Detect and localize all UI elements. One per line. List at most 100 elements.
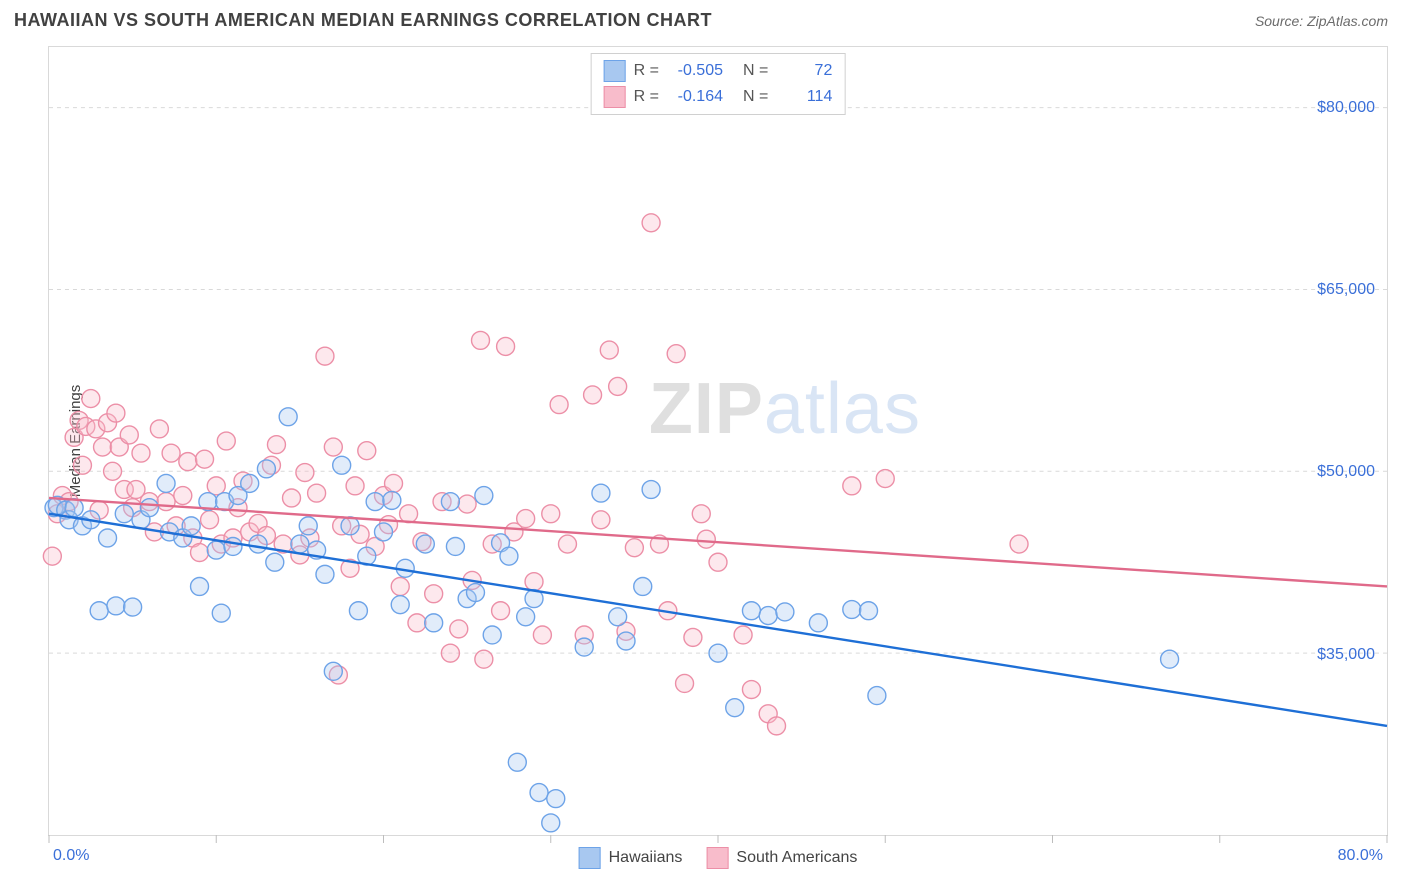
data-point [483,626,501,644]
data-point [249,535,267,553]
data-point [472,331,490,349]
data-point [207,477,225,495]
data-point [212,604,230,622]
data-point [458,495,476,513]
source-attribution: Source: ZipAtlas.com [1255,13,1388,29]
data-point [107,597,125,615]
data-point [408,614,426,632]
data-point [742,681,760,699]
legend-R-label: R = [634,88,659,106]
data-point [266,553,284,571]
data-point [65,499,83,517]
data-point [684,628,702,646]
legend-item-hawaiians: Hawaiians [579,847,683,869]
data-point [876,470,894,488]
x-axis-max-label: 80.0% [1338,847,1383,865]
data-point [742,602,760,620]
data-point [525,573,543,591]
plot-svg [49,47,1387,835]
data-point [182,517,200,535]
data-point [82,390,100,408]
data-point [162,444,180,462]
data-point [120,426,138,444]
legend-stats-row-south-americans: R = -0.164 N = 114 [604,84,833,110]
y-tick-label: $35,000 [1317,646,1375,664]
legend-N-value-south-americans: 114 [776,88,832,106]
legend-N-label: N = [743,88,768,106]
data-point [425,614,443,632]
legend-N-value-hawaiians: 72 [776,62,832,80]
data-point [124,598,142,616]
data-point [492,602,510,620]
data-point [500,547,518,565]
data-point [1010,535,1028,553]
data-point [279,408,297,426]
data-point [697,530,715,548]
data-point [860,602,878,620]
data-point [316,347,334,365]
data-point [709,644,727,662]
y-tick-label: $50,000 [1317,463,1375,481]
data-point [115,505,133,523]
data-point [584,386,602,404]
source-name: ZipAtlas.com [1307,13,1388,29]
data-point [642,214,660,232]
chart-title: HAWAIIAN VS SOUTH AMERICAN MEDIAN EARNIN… [14,10,712,31]
data-point [617,632,635,650]
data-point [157,493,175,511]
data-point [642,481,660,499]
legend-R-label: R = [634,62,659,80]
data-point [283,489,301,507]
data-point [375,523,393,541]
source-prefix: Source: [1255,13,1307,29]
data-point [349,602,367,620]
data-point [843,477,861,495]
data-point [558,535,576,553]
data-point [296,464,314,482]
data-point [508,753,526,771]
legend-swatch-hawaiians [579,847,601,869]
trendline [49,514,1387,726]
data-point [425,585,443,603]
legend-label-hawaiians: Hawaiians [609,849,683,867]
data-point [550,396,568,414]
data-point [333,456,351,474]
data-point [475,650,493,668]
data-point [634,577,652,595]
data-point [90,602,108,620]
data-point [132,444,150,462]
data-point [201,511,219,529]
data-point [467,584,485,602]
data-point [517,510,535,528]
y-tick-label: $80,000 [1317,99,1375,117]
south-americans-points [43,214,1028,735]
data-point [497,337,515,355]
data-point [542,505,560,523]
legend-N-label: N = [743,62,768,80]
data-point [726,699,744,717]
data-point [383,491,401,509]
data-point [73,456,91,474]
data-point [709,553,727,571]
data-point [776,603,794,621]
data-point [43,547,61,565]
data-point [366,493,384,511]
data-point [517,608,535,626]
data-point [174,487,192,505]
data-point [446,537,464,555]
data-point [217,432,235,450]
data-point [600,341,618,359]
data-point [191,544,209,562]
data-point [316,565,334,583]
data-point [191,577,209,595]
data-point [94,438,112,456]
data-point [107,404,125,422]
data-point [400,505,418,523]
data-point [530,784,548,802]
data-point [625,539,643,557]
legend-stats: R = -0.505 N = 72 R = -0.164 N = 114 [591,53,846,115]
data-point [257,460,275,478]
y-tick-label: $65,000 [1317,281,1375,299]
data-point [609,377,627,395]
data-point [547,790,565,808]
